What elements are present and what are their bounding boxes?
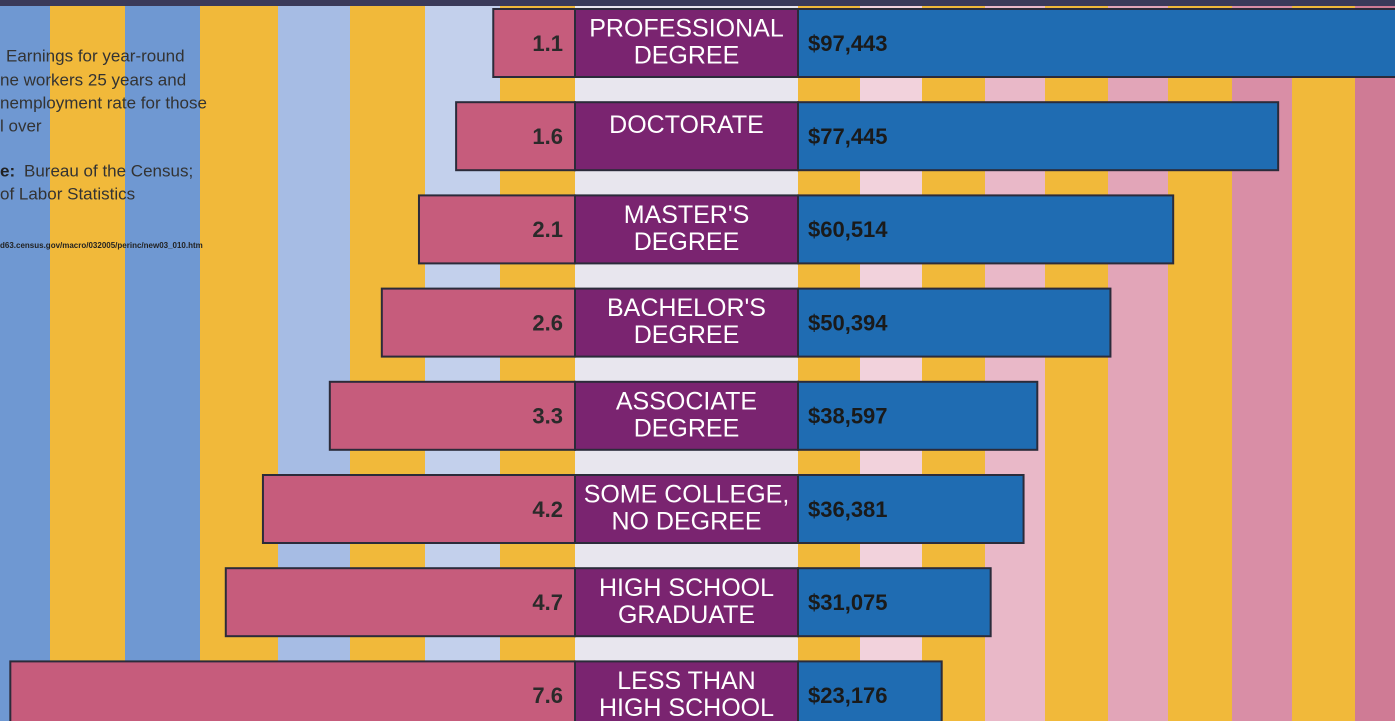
value-label: $31,075	[808, 590, 888, 615]
bar	[797, 101, 1280, 172]
category-label: DEGREE	[634, 42, 740, 70]
bar	[417, 194, 576, 265]
value-label: 4.7	[532, 590, 563, 615]
bar	[9, 660, 576, 721]
category-label: SOME COLLEGE,	[584, 481, 790, 509]
bar	[797, 474, 1025, 544]
note-line: Earnings for year-round	[6, 46, 185, 65]
category-label: MASTER'S	[624, 201, 750, 229]
category-label: DEGREE	[634, 414, 740, 442]
value-label: 3.3	[532, 404, 563, 429]
bar	[797, 567, 992, 638]
bar	[797, 194, 1175, 265]
bar	[328, 380, 576, 451]
category-box	[574, 380, 799, 451]
category-box	[574, 287, 799, 358]
category-box	[574, 567, 799, 638]
category-label: NO DEGREE	[611, 508, 761, 536]
category-box	[574, 101, 799, 172]
category-box	[574, 8, 799, 78]
source-label: e:	[0, 161, 15, 180]
value-label: $38,597	[808, 404, 888, 429]
top-rule	[0, 0, 1395, 6]
category-label: LESS THAN	[617, 667, 755, 695]
stripe	[1355, 0, 1395, 721]
note-line: l over	[0, 116, 42, 135]
value-label: 1.1	[532, 31, 563, 56]
bar	[797, 380, 1039, 451]
category-label: PROFESSIONAL	[589, 15, 784, 43]
value-label: 7.6	[532, 683, 563, 708]
category-label: GRADUATE	[618, 601, 755, 629]
value-label: 2.1	[532, 217, 563, 242]
category-label: HIGH SCHOOL	[599, 574, 774, 602]
bar	[380, 287, 576, 358]
bar	[224, 567, 576, 638]
category-label: HIGH SCHOOL	[599, 694, 774, 721]
value-label: $60,514	[808, 217, 888, 242]
category-label: DEGREE	[634, 321, 740, 349]
category-label: BACHELOR'S	[607, 294, 766, 322]
value-label: $77,445	[808, 124, 888, 149]
value-label: 4.2	[532, 497, 563, 522]
bar	[261, 474, 576, 544]
bar	[797, 660, 943, 721]
category-box	[574, 660, 799, 721]
category-label: DOCTORATE	[609, 111, 764, 139]
bar	[797, 287, 1112, 358]
note-line: nemployment rate for those	[0, 93, 207, 112]
note-line: ne workers 25 years and	[0, 70, 186, 89]
value-label: 1.6	[532, 124, 563, 149]
value-label: 2.6	[532, 310, 563, 335]
category-label: DEGREE	[634, 228, 740, 256]
value-label: $36,381	[808, 497, 888, 522]
category-box	[574, 474, 799, 544]
value-label: $97,443	[808, 31, 888, 56]
bar	[797, 8, 1395, 78]
category-label: ASSOCIATE	[616, 387, 757, 415]
source-url: d63.census.gov/macro/032005/perinc/new03…	[0, 241, 203, 250]
source-line: of Labor Statistics	[0, 184, 135, 203]
stripe	[125, 0, 200, 721]
value-label: $23,176	[808, 683, 888, 708]
stripe	[0, 0, 50, 721]
value-label: $50,394	[808, 310, 888, 335]
category-box	[574, 194, 799, 265]
bar	[455, 101, 576, 172]
source-line: Bureau of the Census;	[24, 161, 193, 180]
bar	[492, 8, 576, 78]
